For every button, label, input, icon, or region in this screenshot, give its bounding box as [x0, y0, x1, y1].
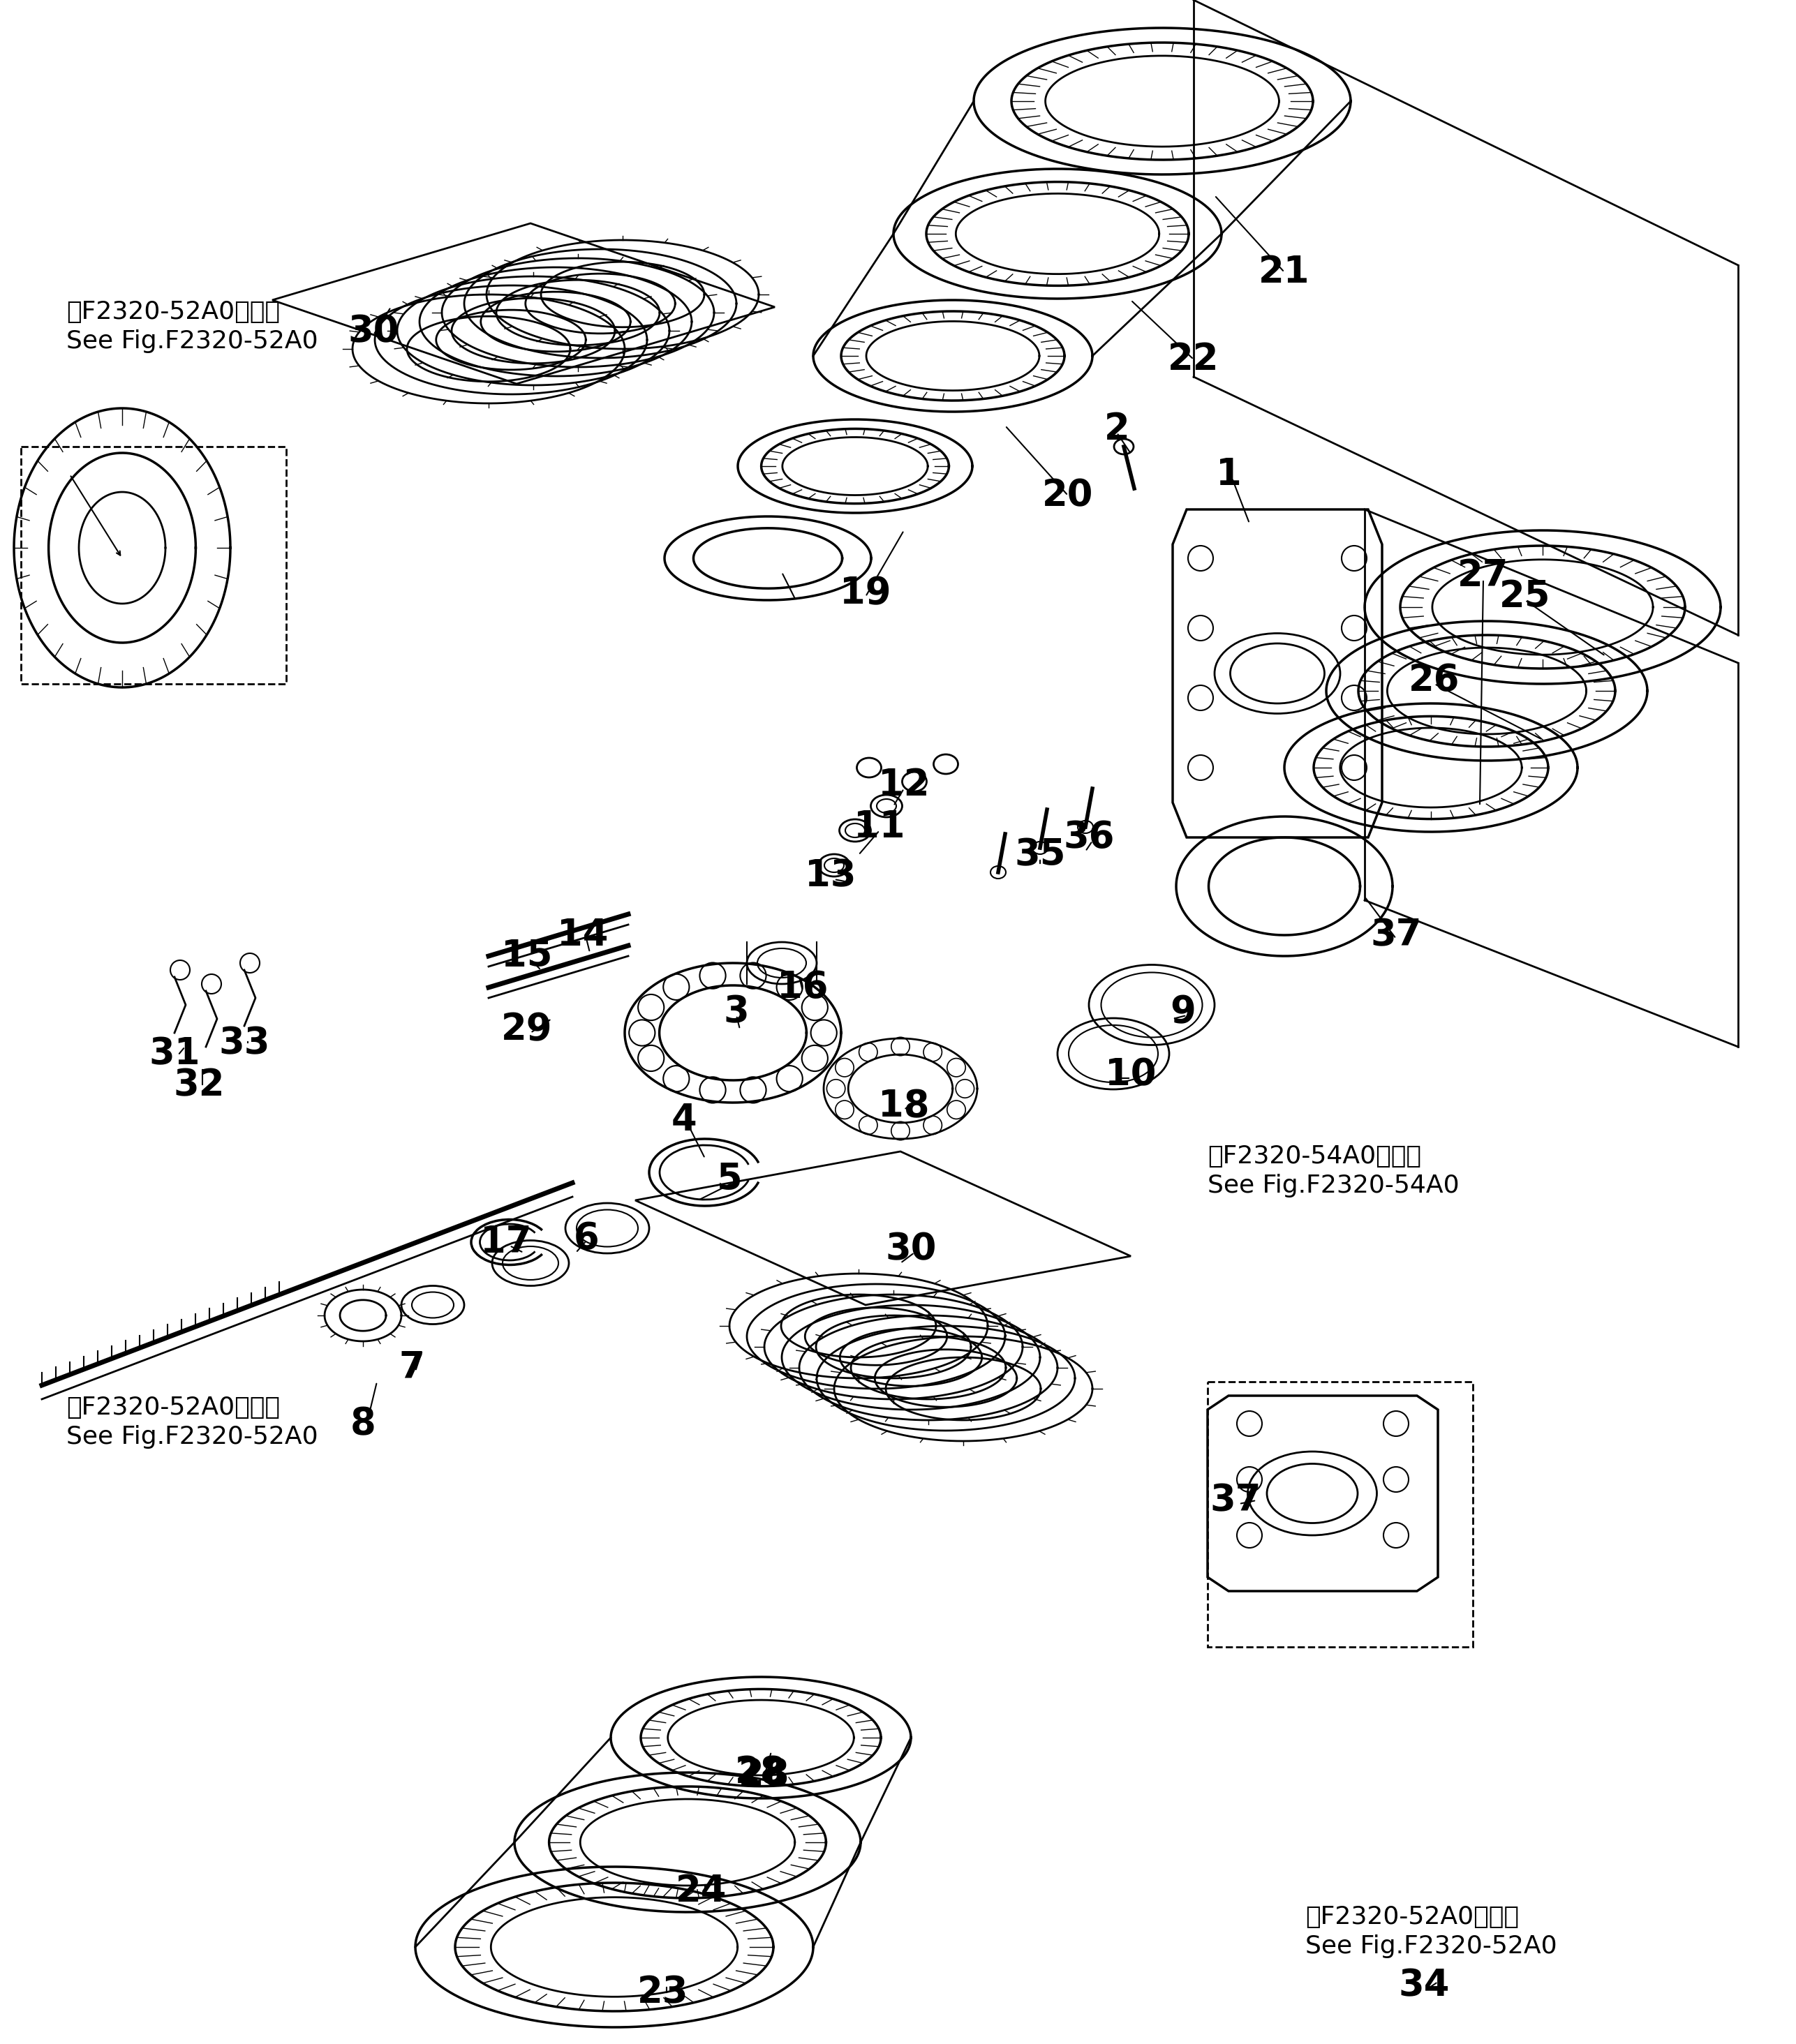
Text: 11: 11	[853, 809, 905, 844]
Text: 20: 20	[1042, 478, 1094, 513]
Text: 32: 32	[172, 1067, 225, 1104]
Text: 37: 37	[1211, 1482, 1261, 1519]
Text: 1: 1	[1216, 456, 1241, 493]
Text: 5: 5	[717, 1161, 742, 1198]
Text: 19: 19	[841, 574, 891, 611]
Text: 10: 10	[1105, 1057, 1157, 1094]
Text: 36: 36	[1063, 820, 1115, 856]
Text: 第F2320-52A0図参照
See Fig.F2320-52A0: 第F2320-52A0図参照 See Fig.F2320-52A0	[66, 300, 318, 354]
Text: 8: 8	[350, 1406, 375, 1441]
Text: 28: 28	[735, 1754, 787, 1791]
Text: 23: 23	[638, 1975, 690, 2011]
Text: 28: 28	[738, 1756, 790, 1793]
Text: 37: 37	[1370, 918, 1422, 953]
Text: 第F2320-52A0図参照
See Fig.F2320-52A0: 第F2320-52A0図参照 See Fig.F2320-52A0	[66, 1396, 318, 1449]
Text: 24: 24	[675, 1872, 727, 1909]
Text: 35: 35	[1015, 836, 1065, 873]
Text: 30: 30	[348, 313, 399, 350]
Text: 26: 26	[1408, 662, 1460, 699]
Text: 25: 25	[1500, 578, 1550, 615]
Text: 13: 13	[805, 858, 857, 893]
Text: 9: 9	[1171, 993, 1196, 1030]
Text: 16: 16	[778, 969, 828, 1006]
Bar	[1207, 1382, 1473, 1647]
Text: 34: 34	[1399, 1966, 1449, 2003]
Text: 15: 15	[501, 938, 553, 975]
Text: 31: 31	[149, 1036, 199, 1071]
Bar	[22, 448, 286, 685]
Text: 33: 33	[219, 1026, 269, 1061]
Text: 18: 18	[878, 1087, 930, 1124]
Text: 22: 22	[1167, 341, 1219, 378]
Text: 3: 3	[724, 993, 749, 1030]
Text: 2: 2	[1105, 411, 1130, 448]
Text: 29: 29	[501, 1012, 553, 1047]
Text: 6: 6	[573, 1220, 600, 1257]
Text: 4: 4	[672, 1102, 697, 1139]
Text: 12: 12	[878, 766, 930, 803]
Text: 30: 30	[885, 1230, 936, 1267]
Text: 第F2320-52A0図参照
See Fig.F2320-52A0: 第F2320-52A0図参照 See Fig.F2320-52A0	[1306, 1905, 1557, 1958]
Text: 第F2320-54A0図参照
See Fig.F2320-54A0: 第F2320-54A0図参照 See Fig.F2320-54A0	[1207, 1145, 1460, 1198]
Text: 17: 17	[480, 1224, 532, 1261]
Text: 21: 21	[1259, 253, 1309, 290]
Text: 7: 7	[399, 1349, 424, 1386]
Text: 27: 27	[1458, 558, 1509, 595]
Text: 14: 14	[557, 918, 609, 953]
